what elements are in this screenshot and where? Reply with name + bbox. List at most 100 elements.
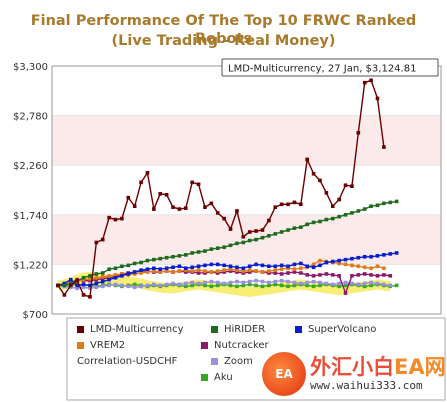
point-1-2 xyxy=(68,281,73,286)
point-2-25 xyxy=(215,262,220,267)
legend-item[interactable]: SuperVolcano xyxy=(295,324,376,335)
point-2-49 xyxy=(369,254,373,259)
point-4-35 xyxy=(279,272,284,276)
point-0-11 xyxy=(126,195,131,200)
legend-item[interactable]: Zoom xyxy=(211,356,253,367)
point-6-35 xyxy=(279,278,284,283)
point-2-8 xyxy=(107,277,111,282)
point-6-18 xyxy=(171,281,175,286)
point-3-15 xyxy=(151,269,156,274)
point-6-30 xyxy=(247,279,252,284)
point-1-36 xyxy=(286,228,290,232)
point-0-19 xyxy=(177,207,182,211)
legend-label: VREM2 xyxy=(90,340,126,351)
point-2-1 xyxy=(62,281,67,286)
point-2-42 xyxy=(324,260,329,265)
point-2-52 xyxy=(388,252,393,256)
point-2-51 xyxy=(382,253,386,257)
point-3-28 xyxy=(234,268,239,273)
point-3-40 xyxy=(311,262,316,267)
watermark-logo-icon: EA xyxy=(262,351,306,396)
point-2-7 xyxy=(100,279,105,284)
point-0-16 xyxy=(158,192,163,196)
point-4-42 xyxy=(324,272,329,276)
point-6-51 xyxy=(382,282,386,287)
point-2-27 xyxy=(228,264,233,269)
point-0-32 xyxy=(260,228,265,232)
point-3-34 xyxy=(273,268,278,273)
point-7-40 xyxy=(311,284,316,289)
legend-item[interactable]: HiRIDER xyxy=(211,324,265,335)
y-tick-label-4: $2,780 xyxy=(13,112,48,123)
point-3-31 xyxy=(254,269,259,274)
legend-item[interactable]: Nutcracker xyxy=(201,340,269,351)
point-6-50 xyxy=(375,281,380,286)
point-0-22 xyxy=(196,182,201,187)
point-1-44 xyxy=(337,214,341,219)
point-0-40 xyxy=(311,171,316,176)
point-2-50 xyxy=(375,254,380,258)
point-4-37 xyxy=(292,270,297,274)
point-6-4 xyxy=(81,285,86,290)
point-1-17 xyxy=(164,255,169,260)
point-0-13 xyxy=(139,180,143,185)
y-tick-label-3: $2,260 xyxy=(13,161,48,172)
point-3-25 xyxy=(215,269,220,274)
point-1-51 xyxy=(382,201,386,206)
point-7-39 xyxy=(305,283,310,288)
point-0-18 xyxy=(171,205,175,209)
point-1-5 xyxy=(88,274,92,278)
point-2-26 xyxy=(222,263,226,268)
point-2-3 xyxy=(75,283,79,288)
legend-border xyxy=(66,317,446,401)
legend-label: HiRIDER xyxy=(224,324,266,335)
point-6-42 xyxy=(324,281,329,286)
point-1-24 xyxy=(209,247,214,251)
point-0-34 xyxy=(273,205,278,209)
point-0-31 xyxy=(254,229,258,233)
point-3-48 xyxy=(362,265,367,270)
point-4-22 xyxy=(196,271,201,275)
point-1-34 xyxy=(273,232,278,236)
legend-item[interactable]: VREM2 xyxy=(77,340,125,351)
point-0-0 xyxy=(56,283,60,288)
legend-item[interactable]: LMD-Multicurrency xyxy=(77,324,184,335)
point-1-6 xyxy=(94,272,99,276)
point-6-48 xyxy=(362,281,367,286)
point-3-37 xyxy=(292,267,297,272)
point-7-48 xyxy=(362,284,367,289)
legend-swatch xyxy=(201,374,208,381)
band-0 xyxy=(52,214,441,265)
point-0-9 xyxy=(113,217,118,222)
point-7-31 xyxy=(254,283,258,288)
point-0-47 xyxy=(356,130,361,135)
legend-item[interactable]: Aku xyxy=(201,372,233,383)
point-0-21 xyxy=(190,180,194,185)
series-line-Correlation-USDCHF xyxy=(57,271,392,298)
point-4-44 xyxy=(337,274,341,278)
point-4-52 xyxy=(388,274,393,278)
point-6-32 xyxy=(260,279,265,284)
legend-item[interactable]: Correlation-USDCHF xyxy=(77,356,177,367)
point-6-14 xyxy=(145,283,150,288)
point-6-38 xyxy=(299,281,303,286)
point-0-43 xyxy=(330,204,335,209)
point-4-38 xyxy=(299,271,303,275)
legend-label: LMD-Multicurrency xyxy=(90,324,184,335)
series-line-LMD-Multicurrency xyxy=(57,79,385,298)
point-2-40 xyxy=(311,265,316,270)
point-2-4 xyxy=(81,282,86,287)
point-6-8 xyxy=(107,283,111,288)
point-3-17 xyxy=(164,269,169,274)
point-3-35 xyxy=(279,267,284,272)
point-0-15 xyxy=(152,207,156,211)
point-2-46 xyxy=(350,256,354,261)
point-1-1 xyxy=(62,283,67,288)
point-1-43 xyxy=(330,216,335,221)
point-2-17 xyxy=(164,266,169,271)
point-3-14 xyxy=(145,270,150,275)
point-7-49 xyxy=(369,283,373,288)
point-3-19 xyxy=(177,269,182,274)
point-1-11 xyxy=(126,263,131,268)
point-4-39 xyxy=(305,273,310,277)
